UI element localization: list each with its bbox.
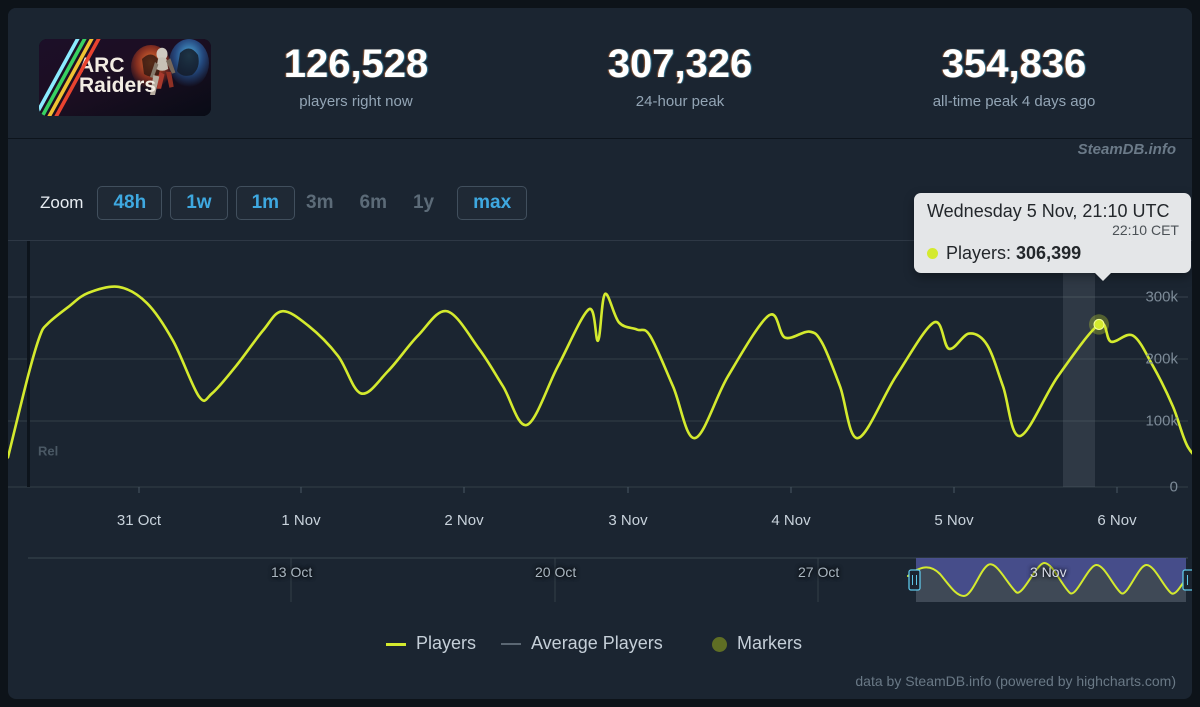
svg-text:Rel: Rel — [38, 443, 58, 458]
svg-text:Raiders: Raiders — [79, 74, 156, 97]
